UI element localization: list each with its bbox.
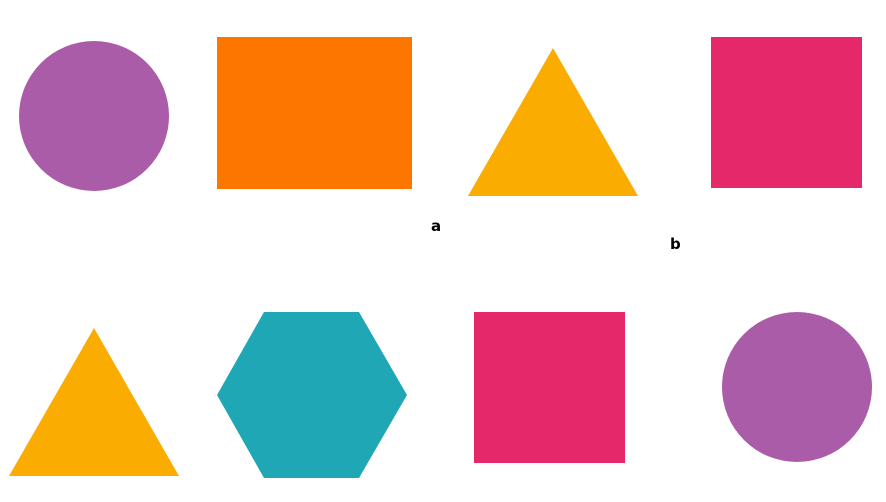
pink-square-top-right [711,37,862,188]
teal-hexagon [217,312,407,478]
purple-circle-bottom-right [722,312,872,462]
yellow-triangle-top [468,48,638,196]
purple-circle-top-left [19,41,169,191]
yellow-triangle-bottom-left [9,328,179,476]
orange-rectangle [217,37,412,189]
mark-b: b [670,235,681,253]
pink-square-bottom [474,312,625,463]
mark-a: a [431,217,441,235]
